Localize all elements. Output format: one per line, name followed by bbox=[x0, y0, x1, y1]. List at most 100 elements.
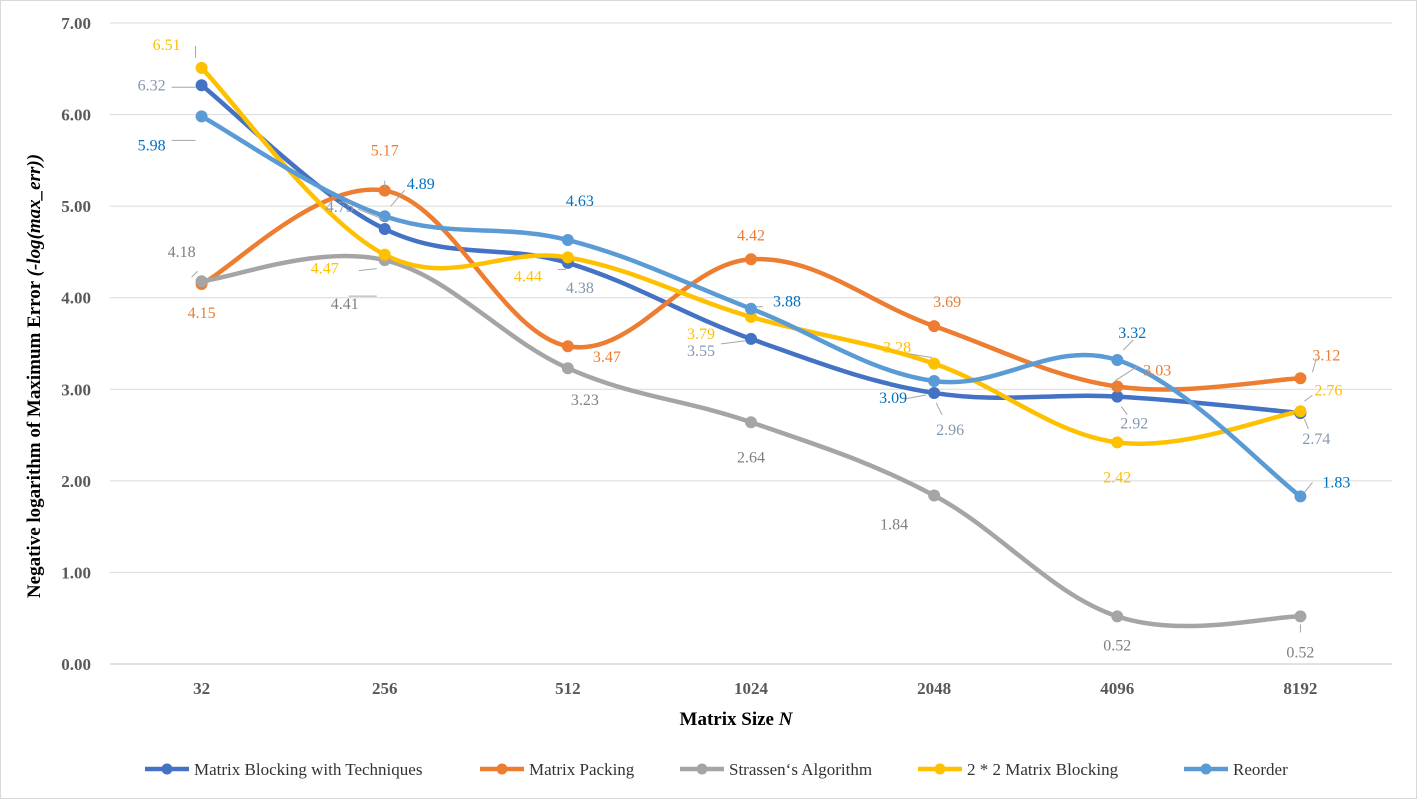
data-label: 2.76 bbox=[1314, 382, 1342, 399]
data-point bbox=[378, 248, 391, 261]
data-label: 1.84 bbox=[880, 517, 908, 534]
label-leader-line bbox=[1304, 482, 1313, 493]
data-label: 4.42 bbox=[737, 227, 765, 244]
data-point bbox=[378, 223, 391, 236]
data-label: 4.15 bbox=[188, 305, 216, 322]
legend-marker-3 bbox=[934, 763, 946, 775]
legend-label-4: Reorder bbox=[1233, 760, 1288, 779]
x-tick-label: 32 bbox=[193, 679, 210, 698]
data-label: 6.32 bbox=[138, 77, 166, 94]
legend-label-0: Matrix Blocking with Techniques bbox=[194, 760, 422, 779]
x-axis-title-var: N bbox=[778, 709, 794, 730]
data-label: 1.83 bbox=[1322, 474, 1350, 491]
y-tick-label: 7.00 bbox=[61, 14, 91, 33]
data-label: 2.74 bbox=[1302, 431, 1330, 448]
data-label: 4.63 bbox=[566, 193, 594, 210]
data-point bbox=[195, 110, 208, 123]
data-label: 2.64 bbox=[737, 449, 765, 466]
x-axis-title-text: Matrix Size bbox=[680, 709, 779, 730]
y-tick-label: 1.00 bbox=[61, 563, 91, 582]
label-leader-line bbox=[1115, 366, 1138, 381]
label-leader-line bbox=[904, 394, 927, 400]
data-point bbox=[1111, 353, 1124, 366]
data-point bbox=[745, 332, 757, 345]
x-tick-label: 256 bbox=[372, 679, 398, 698]
data-point bbox=[561, 362, 574, 375]
data-label: 2.96 bbox=[936, 422, 964, 439]
data-point bbox=[561, 251, 574, 264]
data-point bbox=[1111, 380, 1124, 393]
data-point bbox=[1111, 436, 1124, 449]
y-tick-label: 5.00 bbox=[61, 197, 91, 216]
data-point bbox=[928, 357, 941, 370]
legend-marker-4 bbox=[1200, 763, 1212, 775]
data-label: 3.32 bbox=[1118, 325, 1146, 342]
data-label: 0.52 bbox=[1103, 637, 1131, 654]
data-label: 4.38 bbox=[566, 280, 594, 297]
data-label: 3.28 bbox=[883, 340, 911, 357]
data-point bbox=[378, 210, 391, 223]
data-label: 3.23 bbox=[571, 392, 599, 409]
data-label: 3.09 bbox=[879, 390, 907, 407]
data-point bbox=[1111, 610, 1124, 623]
data-label: 4.44 bbox=[514, 268, 542, 285]
legend-marker-2 bbox=[696, 763, 708, 775]
label-leader-line bbox=[191, 270, 198, 278]
x-tick-label: 4096 bbox=[1100, 679, 1134, 698]
data-label: 4.41 bbox=[331, 296, 359, 313]
data-label: 5.17 bbox=[371, 143, 399, 160]
data-point bbox=[1294, 405, 1307, 418]
y-axis-title-text: Negative logarithm of Maximum Error bbox=[24, 276, 45, 598]
data-point bbox=[1294, 490, 1307, 503]
data-label: 3.12 bbox=[1312, 347, 1340, 364]
data-point bbox=[928, 386, 941, 399]
label-leader-line bbox=[908, 353, 933, 359]
x-tick-label: 8192 bbox=[1283, 679, 1317, 698]
data-label: 3.03 bbox=[1143, 363, 1171, 380]
x-tick-label: 512 bbox=[555, 679, 581, 698]
y-tick-label: 3.00 bbox=[61, 380, 91, 399]
label-leader-line bbox=[390, 189, 406, 207]
data-point bbox=[195, 61, 208, 74]
data-point bbox=[1111, 390, 1124, 403]
x-tick-label: 2048 bbox=[917, 679, 951, 698]
data-point bbox=[1294, 372, 1307, 385]
legend-label-2: Strassen‘s Algorithm bbox=[729, 760, 872, 779]
y-axis-title-expr: (-log(max_err)) bbox=[24, 154, 45, 276]
label-leader-line bbox=[1311, 358, 1317, 373]
label-leader-line bbox=[357, 208, 383, 220]
data-point bbox=[561, 234, 574, 247]
legend-marker-1 bbox=[496, 763, 508, 775]
x-tick-label: 1024 bbox=[734, 679, 769, 698]
label-leader-line bbox=[358, 268, 377, 272]
data-label: 4.18 bbox=[168, 244, 196, 261]
label-leader-line bbox=[1304, 394, 1313, 402]
data-point bbox=[928, 489, 941, 502]
y-tick-label: 2.00 bbox=[61, 472, 91, 491]
y-axis-title: Negative logarithm of Maximum Error (-lo… bbox=[24, 154, 45, 598]
legend-label-1: Matrix Packing bbox=[529, 760, 635, 779]
data-label: 3.55 bbox=[687, 343, 715, 360]
data-point bbox=[1294, 610, 1307, 623]
label-leader-line bbox=[935, 402, 943, 416]
data-point bbox=[745, 416, 757, 429]
data-point bbox=[195, 275, 208, 288]
data-label: 5.98 bbox=[138, 137, 166, 154]
legend-marker-0 bbox=[161, 763, 173, 775]
data-point bbox=[561, 340, 574, 353]
label-leader-line bbox=[720, 340, 746, 345]
label-leader-line bbox=[1303, 418, 1309, 430]
data-label: 4.89 bbox=[407, 176, 435, 193]
y-tick-label: 4.00 bbox=[61, 289, 91, 308]
data-label: 3.69 bbox=[933, 294, 961, 311]
data-point bbox=[928, 375, 941, 388]
label-leader-line bbox=[1122, 339, 1134, 351]
data-label: 6.51 bbox=[153, 37, 181, 54]
data-label: 2.92 bbox=[1120, 416, 1148, 433]
data-label: 2.42 bbox=[1103, 469, 1131, 486]
legend-label-3: 2 * 2 Matrix Blocking bbox=[967, 760, 1119, 779]
y-tick-label: 6.00 bbox=[61, 106, 91, 125]
y-tick-label: 0.00 bbox=[61, 655, 91, 674]
data-label: 4.75 bbox=[326, 199, 354, 216]
